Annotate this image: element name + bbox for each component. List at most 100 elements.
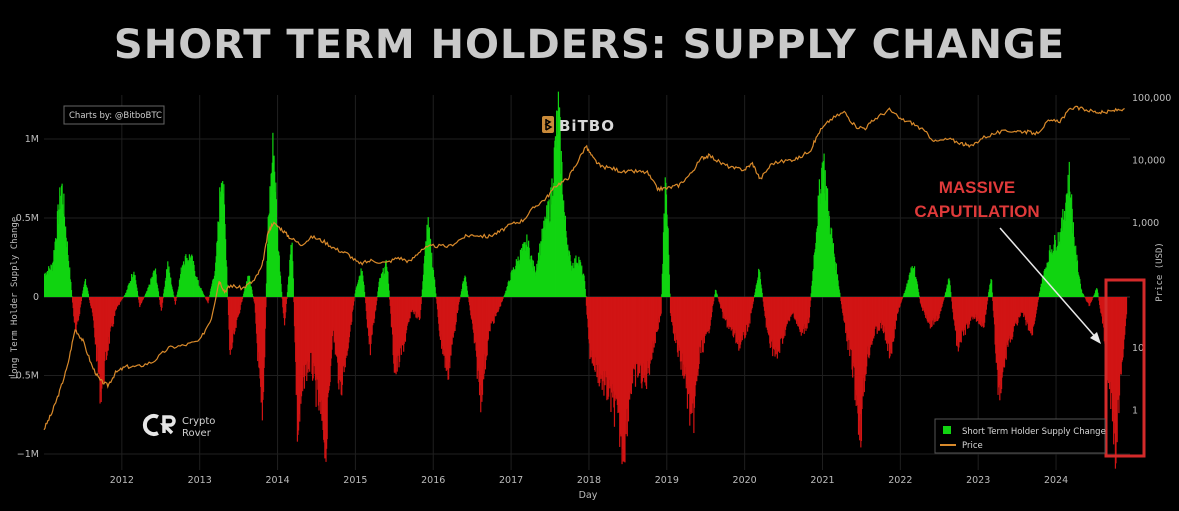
supply-change-bar [208, 297, 210, 301]
x-tick-label: 2024 [1044, 475, 1068, 486]
y2-tick-label: 10,000 [1132, 155, 1165, 166]
supply-change-bar [203, 296, 206, 297]
supply-change-bar [435, 293, 437, 297]
crypto-rover-logo: Crypto Rover [142, 414, 215, 439]
supply-change-bar [943, 297, 945, 298]
x-tick-label: 2018 [577, 475, 601, 486]
supply-change-bar [251, 293, 254, 297]
supply-change-bar [459, 297, 461, 300]
price-line-group [43, 105, 1125, 431]
supply-change-bar [143, 297, 145, 298]
y2-tick-label: 100,000 [1132, 93, 1171, 104]
supply-change-bar [281, 291, 283, 297]
supply-change-bar [285, 297, 287, 313]
annotation-line1: MASSIVE [939, 178, 1016, 197]
supply-change-bar [1125, 297, 1128, 315]
supply-change-bar [716, 294, 718, 297]
supply-change-bar [226, 284, 228, 297]
supply-change-bar [467, 294, 469, 297]
supply-change-bar [363, 284, 365, 297]
supply-change-bar [285, 297, 287, 304]
supply-change-bar [660, 297, 662, 314]
supply-change-bar [363, 291, 366, 297]
supply-change-bar [137, 295, 139, 297]
supply-change-bar [158, 296, 160, 297]
annotation-line2: CAPUTILATION [914, 202, 1039, 221]
supply-change-bar [173, 295, 175, 297]
supply-change-bar [1083, 295, 1085, 297]
x-tick-label: 2013 [188, 475, 212, 486]
supply-change-bar [251, 289, 253, 297]
supply-change-bar [752, 297, 755, 302]
supply-change-bar [241, 297, 243, 302]
x-tick-label: 2014 [265, 475, 289, 486]
supply-change-bar [761, 292, 763, 297]
x-tick-label: 2017 [499, 475, 523, 486]
legend-label-supply: Short Term Holder Supply Change [962, 427, 1106, 437]
supply-change-bar [808, 297, 811, 318]
supply-change-bar [80, 297, 82, 302]
supply-change-bar [991, 292, 993, 297]
supply-change-bar [713, 297, 715, 302]
price-line [43, 105, 1125, 431]
capitulation-annotation: MASSIVE CAPUTILATION [914, 178, 1146, 458]
supply-change-bar [986, 297, 989, 301]
supply-change-bar [71, 296, 73, 297]
supply-change-bar [203, 295, 205, 297]
supply-change-bar [839, 292, 841, 297]
crypto-rover-line2: Rover [182, 428, 212, 439]
supply-change-bar [280, 283, 282, 297]
page-title: SHORT TERM HOLDERS: SUPPLY CHANGE [113, 22, 1066, 68]
supply-change-bar [172, 291, 174, 297]
supply-change-bar [142, 297, 144, 300]
supply-change-bar [943, 297, 945, 300]
supply-change-bar [810, 297, 812, 301]
supply-change-bar [353, 297, 355, 302]
supply-change-bar [949, 285, 951, 297]
y2-tick-label: 1,000 [1132, 218, 1159, 229]
supply-change-bar [1097, 292, 1099, 297]
grid-lines [44, 95, 1130, 470]
supply-change-bar [434, 287, 436, 297]
credit-text: Charts by: @BitboBTC [69, 111, 162, 121]
supply-change-bar [241, 297, 244, 300]
x-axis-label: Day [579, 490, 598, 501]
supply-change-bar [918, 295, 920, 297]
bitbo-watermark: BiTBO [542, 116, 614, 135]
supply-change-bar [264, 297, 266, 329]
supply-change-bar [466, 290, 468, 297]
y2-tick-label: 10 [1132, 343, 1144, 354]
highlight-box [1104, 278, 1146, 458]
supply-change-bar [161, 297, 164, 303]
legend: Short Term Holder Supply Change Price [934, 418, 1106, 454]
supply-change-bar [809, 297, 811, 308]
x-tick-label: 2020 [733, 475, 757, 486]
crypto-rover-line1: Crypto [182, 416, 215, 427]
supply-change-bar [292, 278, 294, 297]
y2-axis-label: Price (USD) [1155, 242, 1165, 302]
supply-change-bar [175, 297, 178, 298]
supply-change-bar [208, 297, 210, 298]
y-tick-label: −0.5M [8, 371, 39, 382]
y-tick-label: 1M [25, 134, 39, 145]
supply-change-bar [502, 297, 504, 299]
supply-change-area [44, 91, 1128, 469]
supply-change-bar [918, 292, 920, 297]
supply-change-bar [753, 297, 755, 298]
y-tick-label: −1M [17, 449, 39, 460]
bitbo-logo-icon [542, 116, 554, 133]
tick-labels: 1M 0.5M 0 −0.5M −1M 100,000 10,000 1,000 10 1 2012… [8, 93, 1172, 486]
supply-change-bar [226, 266, 228, 297]
y-tick-label: 0.5M [16, 213, 39, 224]
annotation-arrow [999, 227, 1099, 341]
supply-change-bar [668, 274, 670, 297]
supply-change-bar [252, 296, 254, 297]
y-tick-label: 0 [33, 292, 39, 303]
x-tick-label: 2012 [110, 475, 134, 486]
x-tick-label: 2019 [655, 475, 679, 486]
supply-change-bar [901, 297, 903, 299]
x-tick-label: 2016 [421, 475, 445, 486]
y2-tick-label: 1 [1132, 405, 1138, 416]
supply-change-bar [376, 297, 378, 301]
